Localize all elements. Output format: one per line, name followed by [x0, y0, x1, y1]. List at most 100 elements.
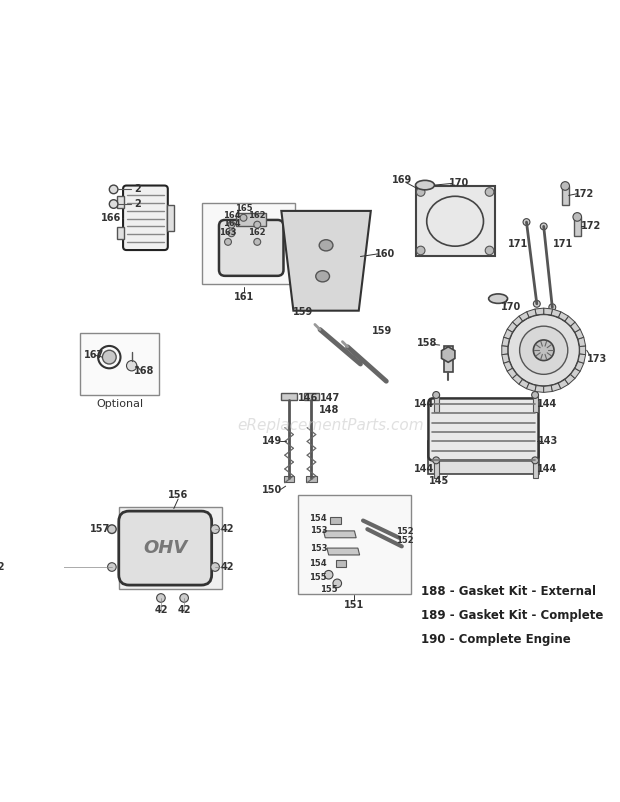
Polygon shape [575, 329, 584, 339]
Circle shape [108, 525, 116, 533]
Text: 144: 144 [537, 464, 557, 474]
Text: 167: 167 [84, 350, 104, 360]
Text: 144: 144 [537, 399, 557, 408]
Text: 171: 171 [508, 238, 528, 249]
Circle shape [240, 214, 247, 221]
Polygon shape [559, 379, 569, 389]
Bar [202, 203, 295, 285]
Text: 173: 173 [587, 354, 607, 364]
Text: 172: 172 [574, 188, 594, 199]
Text: 160: 160 [374, 249, 395, 259]
Bar [433, 395, 439, 412]
Bar [533, 395, 538, 412]
Text: 154: 154 [309, 514, 327, 524]
Text: 148: 148 [319, 406, 339, 415]
Circle shape [561, 182, 570, 190]
Text: 170: 170 [450, 178, 469, 188]
Circle shape [540, 223, 547, 230]
Bar [304, 393, 319, 400]
Text: 157: 157 [90, 525, 110, 534]
Circle shape [254, 221, 260, 228]
Ellipse shape [102, 350, 116, 364]
Circle shape [109, 185, 118, 194]
Text: 189 - Gasket Kit - Complete: 189 - Gasket Kit - Complete [421, 609, 603, 622]
Text: 2: 2 [135, 184, 141, 194]
Ellipse shape [319, 240, 333, 251]
Circle shape [224, 238, 231, 245]
Circle shape [228, 230, 235, 237]
Bar [415, 186, 495, 257]
Circle shape [417, 188, 425, 196]
Circle shape [485, 188, 494, 196]
Polygon shape [565, 316, 575, 326]
Polygon shape [512, 316, 523, 326]
Polygon shape [503, 362, 512, 371]
FancyBboxPatch shape [119, 511, 211, 585]
Polygon shape [580, 346, 586, 354]
Circle shape [254, 238, 260, 245]
Text: 156: 156 [168, 490, 188, 500]
Bar [562, 186, 569, 205]
Bar [117, 196, 124, 209]
Text: 171: 171 [552, 238, 573, 249]
Circle shape [228, 221, 235, 228]
Polygon shape [502, 337, 510, 346]
Text: 166: 166 [101, 213, 121, 223]
Text: 162: 162 [249, 228, 266, 237]
Text: 42: 42 [220, 525, 234, 534]
Text: 161: 161 [234, 292, 254, 302]
Circle shape [333, 579, 342, 588]
Polygon shape [526, 383, 536, 391]
Text: Optional: Optional [96, 399, 143, 408]
Circle shape [573, 213, 582, 221]
Polygon shape [551, 309, 561, 318]
Polygon shape [281, 211, 371, 310]
Text: 155: 155 [309, 573, 327, 581]
Text: 151: 151 [344, 600, 365, 610]
Text: 42: 42 [154, 605, 167, 615]
Circle shape [108, 563, 116, 571]
Text: 143: 143 [538, 435, 558, 446]
Bar [433, 460, 439, 477]
Polygon shape [575, 362, 584, 371]
Circle shape [180, 593, 188, 602]
Text: 168: 168 [133, 366, 154, 376]
Text: 170: 170 [501, 302, 521, 312]
Bar [281, 393, 297, 400]
Circle shape [533, 340, 554, 361]
Circle shape [109, 200, 118, 209]
Text: 158: 158 [417, 338, 438, 348]
Text: 155: 155 [320, 585, 337, 593]
Circle shape [211, 563, 219, 571]
Polygon shape [503, 329, 512, 339]
Circle shape [532, 457, 539, 464]
Circle shape [549, 304, 556, 310]
Polygon shape [441, 346, 455, 363]
Circle shape [533, 301, 540, 307]
Text: 153: 153 [309, 545, 327, 553]
Polygon shape [570, 368, 580, 379]
Bar [117, 227, 124, 239]
Circle shape [508, 314, 580, 387]
Text: 146: 146 [298, 392, 318, 403]
Circle shape [433, 391, 440, 399]
Text: 162: 162 [249, 211, 266, 220]
Text: eReplacementParts.com: eReplacementParts.com [237, 419, 423, 433]
Text: OHV: OHV [143, 539, 187, 557]
Bar [236, 213, 266, 225]
Text: 42: 42 [0, 562, 5, 572]
Polygon shape [502, 346, 508, 354]
Text: 159: 159 [372, 326, 392, 336]
Circle shape [417, 246, 425, 255]
Bar [284, 476, 294, 482]
Polygon shape [507, 322, 517, 332]
Text: 164: 164 [223, 211, 241, 220]
Polygon shape [578, 354, 586, 363]
Polygon shape [519, 312, 529, 321]
Text: 190 - Complete Engine: 190 - Complete Engine [421, 633, 570, 646]
Bar [335, 560, 346, 567]
Polygon shape [535, 308, 544, 315]
Bar [298, 495, 411, 594]
Text: 163: 163 [219, 228, 237, 237]
Polygon shape [512, 375, 523, 384]
